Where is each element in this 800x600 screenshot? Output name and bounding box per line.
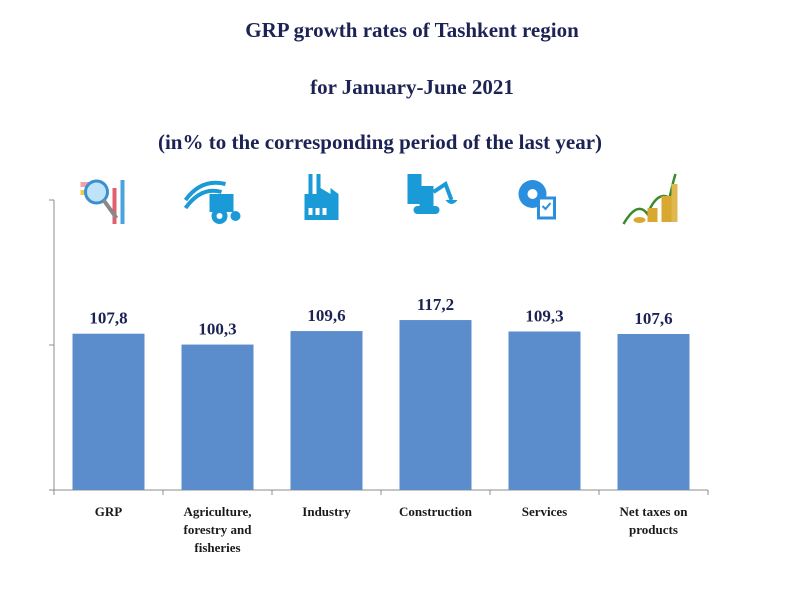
x-tick-label: Industry <box>302 504 351 519</box>
chart-note: (in% to the corresponding period of the … <box>157 130 603 154</box>
chart-title: GRP growth rates of Tashkent region <box>245 18 579 42</box>
x-tick-label: products <box>629 522 678 537</box>
bar-0 <box>72 333 145 490</box>
x-tick-label: Construction <box>399 504 473 519</box>
bar-1 <box>181 344 254 490</box>
bar-5 <box>617 333 690 490</box>
factory-icon <box>304 174 339 220</box>
x-tick-label: Agriculture, <box>184 504 252 519</box>
magnifier-chart-icon <box>80 179 125 224</box>
x-tick-label: Services <box>522 504 567 519</box>
tractor-field-icon <box>183 180 241 224</box>
x-tick-label: fisheries <box>194 540 240 555</box>
construction-excavator-icon <box>407 174 458 214</box>
bar-3 <box>399 320 472 490</box>
data-label: 109,3 <box>525 307 563 326</box>
x-tick-label: GRP <box>95 504 123 519</box>
data-label: 109,6 <box>307 306 345 325</box>
data-label: 107,8 <box>89 309 127 328</box>
bar-4 <box>508 331 581 490</box>
x-tick-label: Net taxes on <box>620 504 689 519</box>
x-tick-label: forestry and <box>183 522 252 537</box>
data-label: 117,2 <box>417 295 454 314</box>
chart-subtitle: for January-June 2021 <box>310 75 514 99</box>
data-label: 107,6 <box>634 309 672 328</box>
data-label: 100,3 <box>198 320 236 339</box>
coins-growth-icon <box>622 173 678 225</box>
bar-2 <box>290 331 363 490</box>
gear-checklist-icon <box>518 180 556 220</box>
